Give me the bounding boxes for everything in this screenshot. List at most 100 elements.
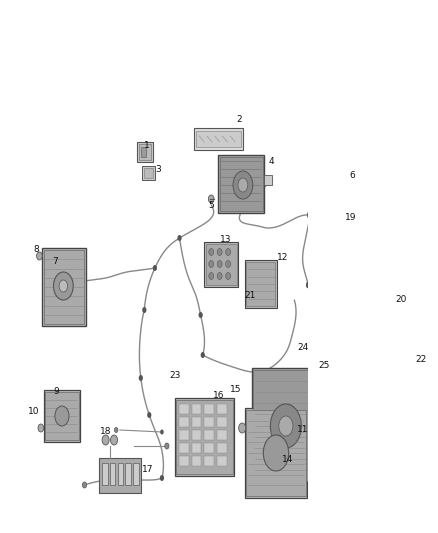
Circle shape — [306, 282, 311, 288]
Bar — [179, 430, 189, 440]
Text: 10: 10 — [28, 408, 39, 416]
Bar — [142, 166, 155, 180]
Bar — [44, 250, 85, 324]
Text: 16: 16 — [212, 391, 224, 400]
Circle shape — [233, 171, 253, 199]
Bar — [179, 404, 189, 414]
Circle shape — [217, 248, 222, 255]
Bar — [179, 456, 189, 466]
Bar — [191, 430, 201, 440]
Text: 12: 12 — [277, 254, 289, 262]
Bar — [191, 456, 201, 466]
Text: 4: 4 — [268, 157, 274, 166]
Bar — [102, 463, 108, 485]
Circle shape — [114, 427, 118, 432]
Bar — [191, 404, 201, 414]
Circle shape — [53, 272, 73, 300]
Text: 13: 13 — [219, 236, 231, 245]
Text: 20: 20 — [396, 295, 407, 304]
Bar — [179, 443, 189, 453]
Bar — [191, 443, 201, 453]
Bar — [264, 175, 272, 185]
Bar — [117, 463, 123, 485]
Circle shape — [78, 287, 83, 294]
Bar — [144, 168, 153, 178]
Circle shape — [270, 404, 301, 448]
Circle shape — [38, 424, 44, 432]
Text: 22: 22 — [415, 356, 427, 365]
Bar — [196, 131, 241, 147]
Bar — [205, 244, 237, 285]
Circle shape — [306, 282, 311, 288]
Bar — [137, 142, 153, 162]
Bar — [218, 155, 264, 213]
Bar — [217, 430, 227, 440]
Bar — [204, 456, 214, 466]
Bar — [245, 408, 307, 498]
Circle shape — [226, 248, 230, 255]
Bar — [110, 463, 116, 485]
Text: 24: 24 — [297, 343, 308, 352]
Bar — [220, 157, 263, 211]
Circle shape — [209, 248, 214, 255]
Circle shape — [226, 272, 230, 279]
Bar — [141, 147, 146, 157]
Bar — [204, 242, 238, 287]
Bar — [45, 392, 79, 440]
Circle shape — [59, 280, 67, 292]
Bar — [139, 144, 152, 160]
Bar — [204, 404, 214, 414]
Circle shape — [279, 416, 293, 436]
Circle shape — [307, 212, 312, 218]
Circle shape — [238, 178, 248, 192]
Bar — [125, 463, 131, 485]
Circle shape — [139, 375, 143, 381]
Bar — [42, 248, 86, 326]
Bar — [204, 417, 214, 427]
Circle shape — [208, 195, 214, 203]
Text: 11: 11 — [297, 425, 308, 434]
Text: 5: 5 — [208, 200, 214, 209]
Bar — [254, 370, 318, 481]
Circle shape — [209, 272, 214, 279]
Circle shape — [55, 406, 69, 426]
Circle shape — [160, 430, 164, 434]
Bar — [204, 443, 214, 453]
Bar — [194, 128, 243, 150]
Bar — [176, 400, 233, 474]
Bar — [44, 390, 80, 442]
Text: 6: 6 — [349, 171, 355, 180]
Circle shape — [153, 265, 157, 271]
Text: 8: 8 — [34, 246, 39, 254]
Text: 14: 14 — [282, 456, 293, 464]
Circle shape — [142, 307, 146, 313]
Circle shape — [217, 272, 222, 279]
Text: 17: 17 — [142, 465, 154, 474]
Text: 18: 18 — [100, 427, 111, 437]
Bar — [247, 262, 276, 306]
Bar — [322, 370, 354, 422]
Text: 2: 2 — [237, 116, 242, 125]
Bar — [133, 463, 139, 485]
Text: 21: 21 — [244, 290, 256, 300]
Circle shape — [160, 475, 164, 481]
Text: 15: 15 — [230, 385, 242, 394]
Circle shape — [239, 423, 246, 433]
Bar — [191, 417, 201, 427]
Text: 25: 25 — [318, 360, 329, 369]
Circle shape — [226, 261, 230, 268]
Bar — [324, 372, 353, 420]
Circle shape — [201, 352, 205, 358]
Bar — [245, 260, 277, 308]
Bar — [179, 417, 189, 427]
Circle shape — [37, 252, 42, 260]
Text: 19: 19 — [345, 214, 357, 222]
Circle shape — [165, 443, 169, 449]
Bar — [204, 430, 214, 440]
Circle shape — [353, 289, 358, 295]
Text: 23: 23 — [169, 370, 180, 379]
Circle shape — [217, 261, 222, 268]
Circle shape — [177, 235, 182, 241]
Circle shape — [307, 212, 312, 219]
Circle shape — [209, 261, 214, 268]
